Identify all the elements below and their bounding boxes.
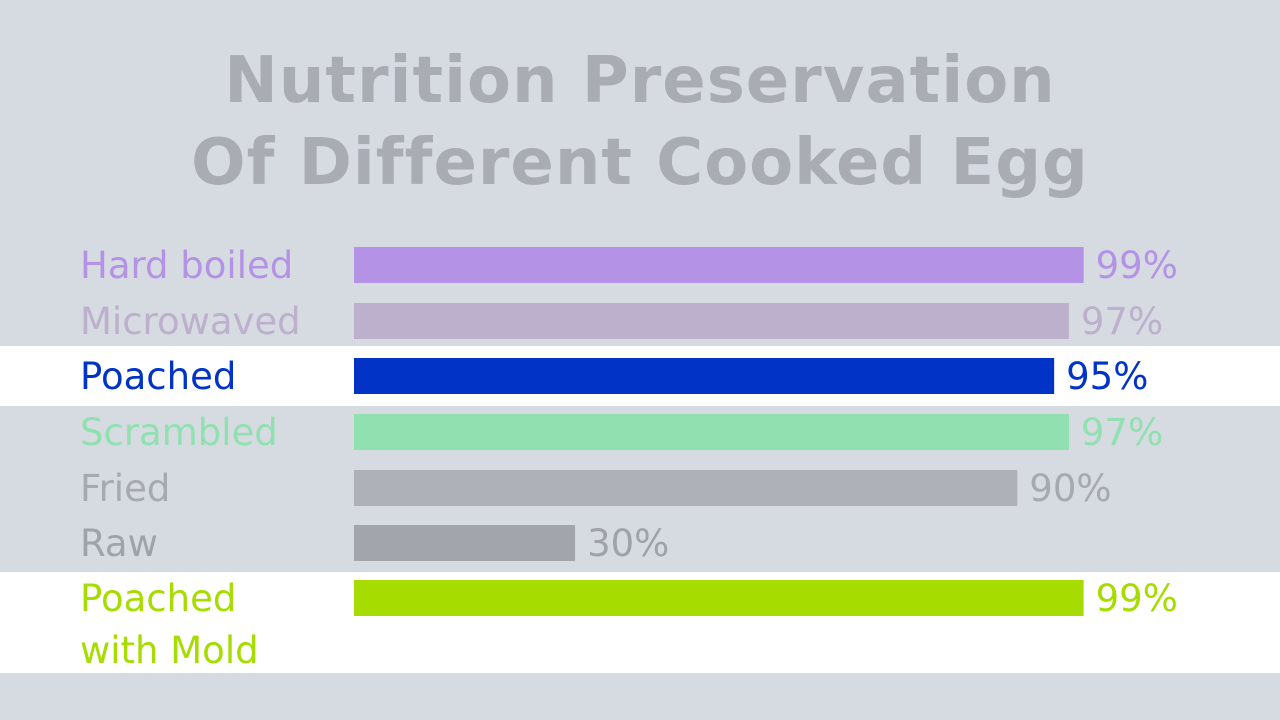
category-label-line: Microwaved (80, 300, 301, 343)
bar (354, 525, 576, 561)
bar (354, 414, 1069, 450)
category-label-line: Fried (80, 467, 170, 510)
category-label: Poached with Mold (80, 577, 259, 672)
chart-title-line-1: Nutrition Preservation (224, 44, 1056, 118)
bar (354, 358, 1055, 394)
category-label-line: with Mold (80, 629, 259, 672)
value-label: 97% (1081, 411, 1163, 454)
category-label: Microwaved (80, 300, 301, 343)
category-label-line: Scrambled (80, 411, 278, 454)
value-label: 97% (1081, 300, 1163, 343)
chart-title: Nutrition Preservation Of Different Cook… (0, 40, 1280, 204)
category-label: Hard boiled (80, 244, 293, 287)
value-label: 30% (587, 522, 669, 565)
category-label-line: Poached (80, 355, 236, 398)
category-label: Poached (80, 355, 236, 398)
bar (354, 470, 1018, 506)
bar (354, 580, 1084, 616)
category-label-line: Hard boiled (80, 244, 293, 287)
value-label: 99% (1096, 577, 1178, 620)
category-label-line: Raw (80, 522, 158, 565)
bar (354, 247, 1084, 283)
value-label: 95% (1066, 355, 1148, 398)
chart-title-line-2: Of Different Cooked Egg (191, 126, 1089, 200)
category-label: Fried (80, 467, 170, 510)
category-label: Scrambled (80, 411, 278, 454)
category-label-line: Poached (80, 577, 236, 620)
category-label: Raw (80, 522, 158, 565)
value-label: 99% (1096, 244, 1178, 287)
bar (354, 303, 1069, 339)
value-label: 90% (1029, 467, 1111, 510)
